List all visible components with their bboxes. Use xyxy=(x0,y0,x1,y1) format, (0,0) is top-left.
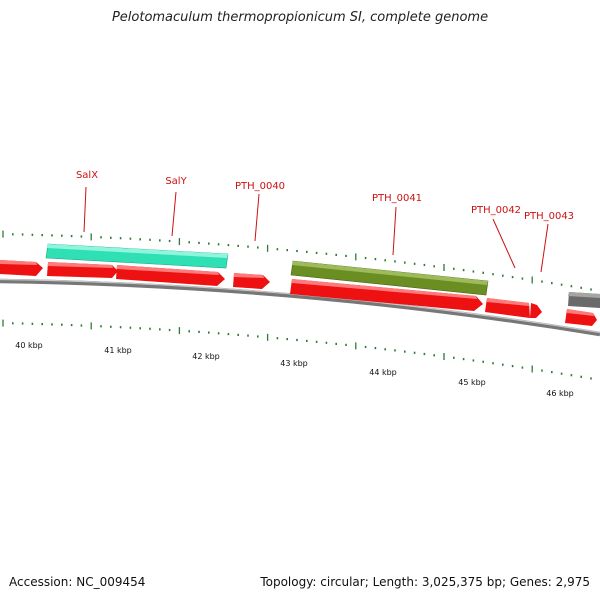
scale-label-42kbp: 42 kbp xyxy=(192,352,220,361)
scale-label-41kbp: 41 kbp xyxy=(104,346,132,355)
scale-label-45kbp: 45 kbp xyxy=(458,378,486,387)
pth0040-leader-line xyxy=(254,193,260,242)
gene-label-pth0041[interactable]: PTH_0041 xyxy=(372,193,422,204)
gene-label-saly[interactable]: SalY xyxy=(165,176,187,187)
cds-arrow[interactable] xyxy=(0,260,43,276)
salx-leader-line xyxy=(83,186,87,233)
pth0041-leader-line xyxy=(392,206,397,256)
gene-label-pth0042[interactable]: PTH_0042 xyxy=(471,205,521,216)
inner-tick-track xyxy=(2,319,592,380)
pth0043-leader-line xyxy=(540,223,549,273)
salx-feature[interactable] xyxy=(45,243,229,269)
length-value: 3,025,375 bp xyxy=(421,575,502,589)
map-title: Pelotomaculum thermopropionicum SI, comp… xyxy=(111,10,489,25)
accession-value: NC_009454 xyxy=(76,575,146,589)
scale-label-40kbp: 40 kbp xyxy=(15,341,43,350)
scale-label-43kbp: 43 kbp xyxy=(280,359,308,368)
gray-feature[interactable] xyxy=(568,292,600,308)
gene-label-pth0040[interactable]: PTH_0040 xyxy=(235,181,285,192)
outer-tick-track xyxy=(2,230,592,291)
cds-arrow[interactable] xyxy=(233,273,270,289)
genes-label: Genes: xyxy=(509,575,552,589)
genes-value: 2,975 xyxy=(555,575,590,589)
pth0042-leader-line xyxy=(492,218,516,269)
length-label: Length: xyxy=(372,575,419,589)
genome-backbone xyxy=(0,278,600,337)
gene-label-pth0043[interactable]: PTH_0043 xyxy=(524,211,574,222)
cds-arrow[interactable] xyxy=(565,309,597,326)
cds-arrow[interactable] xyxy=(485,298,530,318)
scale-label-44kbp: 44 kbp xyxy=(369,368,397,377)
cds-arrow[interactable] xyxy=(530,303,542,318)
saly-leader-line xyxy=(171,191,177,237)
accession-label: Accession: xyxy=(9,575,73,589)
topology-label: Topology: xyxy=(260,575,317,589)
pth0041-feature[interactable] xyxy=(290,260,489,296)
topology-value: circular xyxy=(320,575,365,589)
cds-arrow[interactable] xyxy=(47,262,118,278)
genome-summary: Topology: circular; Length: 3,025,375 bp… xyxy=(260,575,590,589)
scale-label-46kbp: 46 kbp xyxy=(546,389,574,398)
gene-label-salx[interactable]: SalX xyxy=(76,170,98,181)
cds-arrow[interactable] xyxy=(116,265,225,286)
accession-info: Accession: NC_009454 xyxy=(9,575,145,589)
cds-arrow[interactable] xyxy=(290,279,483,311)
